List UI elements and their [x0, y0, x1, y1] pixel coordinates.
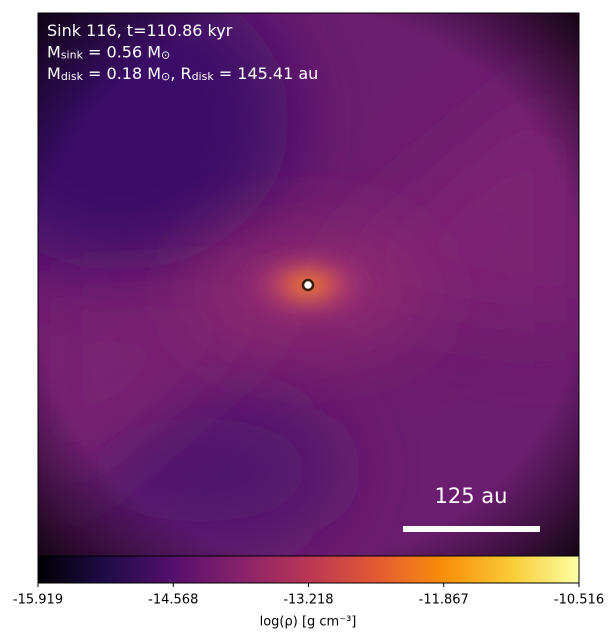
colorbar-label: log(ρ) [g cm⁻³]: [260, 615, 357, 630]
scale-bar: [403, 526, 540, 532]
annotation-text: Sink 116, t=110.86 kyr: [47, 21, 233, 40]
colorbar-tick-label: -15.919: [13, 593, 63, 608]
colorbar-ticks: -15.919 -14.568 -13.218 -11.867 -10.516: [13, 583, 604, 608]
annotation-subscript: disk: [192, 70, 215, 83]
annotation-subscript: disk: [61, 70, 84, 83]
scale-bar-label: 125 au: [435, 484, 508, 508]
density-map: [38, 13, 579, 556]
annotation-text: = 0.18 M: [83, 64, 161, 83]
colorbar: [37, 555, 580, 584]
colorbar-tick-label: -10.516: [554, 593, 604, 608]
annotation-subscript: ⊙: [161, 70, 170, 83]
annotation: Sink 116, t=110.86 kyr: [47, 21, 233, 40]
colorbar-tick-label: -11.867: [419, 593, 469, 608]
annotation-text: M: [47, 42, 61, 61]
annotation-subscript: ⊙: [161, 49, 170, 62]
annotation-text: = 145.41 au: [214, 64, 319, 83]
sink-marker: [301, 278, 315, 292]
colorbar-tick-label: -13.218: [283, 593, 333, 608]
annotation: Mdisk = 0.18 M⊙, Rdisk = 145.41 au: [47, 64, 318, 84]
annotation-text: , R: [170, 64, 191, 83]
annotation-text: = 0.56 M: [83, 42, 161, 61]
annotation-subscript: sink: [61, 49, 84, 62]
annotation: Msink = 0.56 M⊙: [47, 42, 170, 62]
colorbar-tick-label: -14.568: [148, 593, 198, 608]
annotation-text: M: [47, 64, 61, 83]
